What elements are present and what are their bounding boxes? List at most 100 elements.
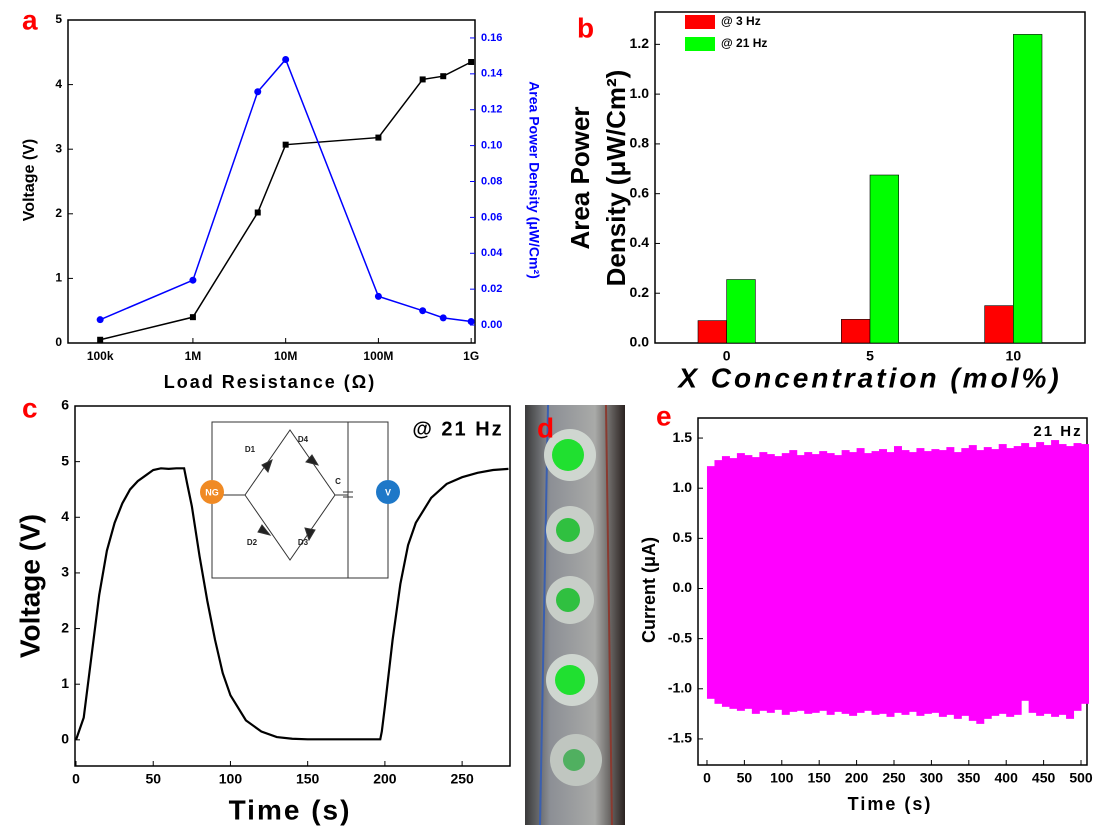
signal-envelope <box>1043 445 1052 714</box>
marker <box>282 55 290 63</box>
x-tick-label: 100 <box>219 771 243 787</box>
signal-envelope <box>729 458 738 709</box>
x-tick-label: 400 <box>995 770 1019 786</box>
x-tick-label: 500 <box>1069 770 1093 786</box>
signal-envelope <box>1028 447 1037 713</box>
signal-envelope <box>946 447 955 715</box>
bar <box>1013 34 1043 344</box>
data-line <box>99 58 472 323</box>
data-line <box>99 61 472 341</box>
marker <box>439 314 447 322</box>
y2-tick-label: 0.16 <box>481 32 502 44</box>
marker <box>419 76 426 83</box>
x-tick-label: 10 <box>1006 348 1022 364</box>
signal-envelope <box>1051 440 1060 717</box>
x-axis-title: X Concentration (mol%) <box>676 362 1061 393</box>
signal-envelope <box>983 447 992 719</box>
signal-envelope <box>871 451 880 715</box>
marker <box>189 276 197 284</box>
x-tick-label: 0 <box>723 348 731 364</box>
y-axis-title: Voltage (V) <box>21 139 38 221</box>
legend-swatch <box>685 37 715 51</box>
signal-envelope <box>819 451 828 711</box>
signal-envelope <box>736 453 745 711</box>
x-tick-label: 0 <box>72 771 80 787</box>
signal-envelope <box>1036 442 1045 716</box>
y-tick-label: 0 <box>55 335 62 349</box>
y-axis-title: Density (μW/Cm²) <box>601 70 631 287</box>
x-axis-title: Time (s) <box>229 794 352 825</box>
marker <box>375 134 382 141</box>
x-tick-label: 200 <box>373 771 397 787</box>
y-tick-label: 1.5 <box>673 429 693 445</box>
signal-envelope <box>923 451 932 714</box>
x-tick-label: 1G <box>463 349 479 363</box>
inset-label: D3 <box>298 538 309 547</box>
y-axis-title: Voltage (V) <box>14 514 45 658</box>
signal-envelope <box>953 452 962 719</box>
x-tick-label: 300 <box>920 770 944 786</box>
legend-label: @ 21 Hz <box>721 36 767 50</box>
y-tick-label: 0.6 <box>630 184 650 200</box>
legend-label: @ 3 Hz <box>721 14 761 28</box>
signal-envelope <box>893 446 902 713</box>
bar <box>697 320 727 344</box>
data-line <box>74 467 509 741</box>
signal-envelope <box>856 448 865 713</box>
signal-envelope <box>766 454 775 713</box>
marker <box>374 292 382 300</box>
y-tick-label: 6 <box>61 397 69 413</box>
x-tick-label: 1M <box>185 349 202 363</box>
y-tick-label: 4 <box>55 77 62 91</box>
signal-envelope <box>976 450 985 724</box>
signal-envelope <box>901 450 910 715</box>
x-tick-label: 50 <box>145 771 161 787</box>
inset-label: V <box>385 487 391 497</box>
x-tick-label: 250 <box>450 771 474 787</box>
y-tick-label: -0.5 <box>668 629 692 645</box>
signal-envelope <box>998 444 1007 714</box>
y-tick-label: 2 <box>55 206 62 220</box>
bar <box>984 305 1014 344</box>
y2-tick-label: 0.02 <box>481 283 502 295</box>
plot-frame <box>74 405 511 767</box>
signal-envelope <box>908 452 917 712</box>
signal-envelope <box>781 453 790 715</box>
signal-envelope <box>968 445 977 721</box>
marker <box>254 88 262 96</box>
legend-swatch <box>685 15 715 29</box>
signal-envelope <box>1006 448 1015 717</box>
panel-label: a <box>22 4 38 35</box>
x-tick-label: 150 <box>296 771 320 787</box>
marker <box>467 317 475 325</box>
inset-label: C <box>335 477 341 486</box>
y-tick-label: 5 <box>61 452 69 468</box>
signal-envelope <box>811 454 820 713</box>
signal-envelope <box>879 449 888 714</box>
y-tick-label: -1.5 <box>668 730 692 746</box>
marker <box>282 141 289 148</box>
marker <box>468 58 475 65</box>
signal-envelope <box>1021 443 1030 701</box>
y2-tick-label: 0.08 <box>481 175 502 187</box>
signal-envelope <box>721 456 730 707</box>
signal-envelope <box>1073 443 1082 711</box>
annotation: 21 Hz <box>1033 423 1082 440</box>
bar <box>869 174 899 344</box>
y-tick-label: -1.0 <box>668 679 692 695</box>
x-tick-label: 150 <box>808 770 832 786</box>
y-tick-label: 5 <box>55 12 62 26</box>
signal-envelope <box>1058 444 1067 715</box>
x-tick-label: 250 <box>882 770 906 786</box>
bar <box>841 319 871 344</box>
y-tick-label: 0 <box>61 731 69 747</box>
signal-envelope <box>789 450 798 712</box>
y2-tick-label: 0.14 <box>481 68 503 80</box>
y-tick-label: 1.2 <box>630 35 650 51</box>
y-tick-label: 2 <box>61 619 69 635</box>
annotation: @ 21 Hz <box>412 418 503 440</box>
y-tick-label: 3 <box>55 141 62 155</box>
y2-tick-label: 0.06 <box>481 211 502 223</box>
signal-envelope <box>916 448 925 716</box>
x-tick-label: 5 <box>866 348 874 364</box>
